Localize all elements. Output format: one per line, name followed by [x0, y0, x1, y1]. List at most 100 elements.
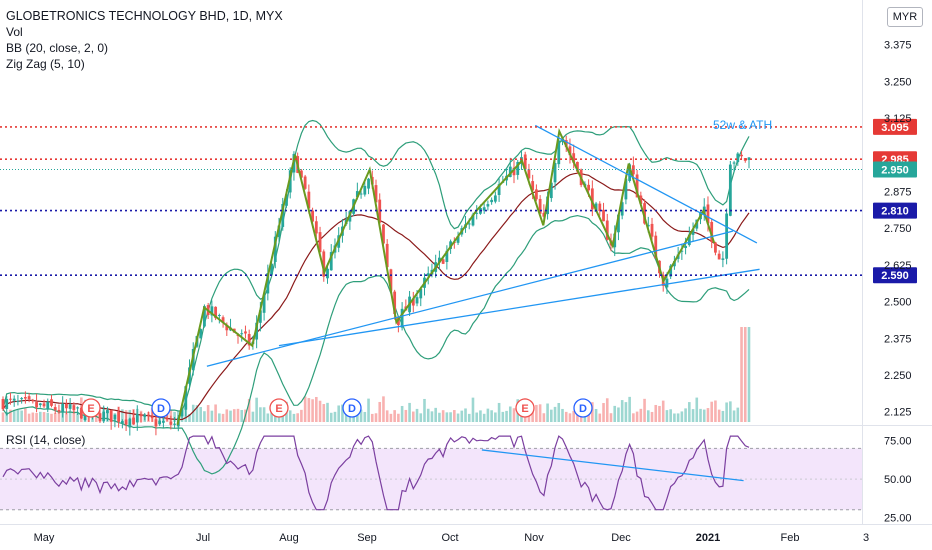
candle-body [643, 203, 646, 224]
legend-volume[interactable]: Vol [6, 25, 23, 39]
volume-bar [527, 413, 531, 422]
volume-bar [76, 413, 79, 422]
candle-body [363, 185, 367, 195]
volume-bar [225, 409, 229, 422]
volume-bar [482, 413, 486, 422]
candle-body [210, 306, 214, 316]
candle-body [31, 400, 35, 402]
volume-bar [303, 396, 307, 422]
candle-body [725, 213, 729, 259]
candle-body [527, 169, 531, 179]
volume-bar [699, 408, 702, 422]
candle-body [590, 188, 594, 210]
candle-body [139, 414, 143, 417]
event-marker-dividend[interactable]: D [342, 398, 362, 418]
price-tick-label: 2.750 [884, 223, 912, 235]
candle-body [411, 298, 415, 306]
candle-body [475, 212, 479, 214]
currency-button[interactable]: MYR [887, 7, 923, 27]
candle-body [624, 178, 628, 200]
volume-bar [262, 407, 266, 422]
candle-body [374, 185, 378, 203]
volume-bar [632, 413, 635, 422]
volume-bar [486, 408, 490, 422]
rsi-tick-label: 25.00 [884, 512, 912, 524]
candle-body [109, 410, 113, 422]
event-marker-earnings[interactable]: E [515, 398, 535, 418]
candle-body [508, 166, 512, 178]
candle-body [512, 167, 516, 176]
volume-bar [423, 398, 426, 422]
volume-bar [617, 407, 620, 422]
candle-body [620, 202, 624, 216]
candle-body [161, 420, 165, 423]
candle-body [184, 386, 188, 410]
candle-body [684, 245, 687, 249]
legend-zigzag[interactable]: Zig Zag (5, 10) [6, 57, 85, 71]
volume-bar [277, 413, 281, 422]
volume-bar [676, 413, 680, 422]
volume-bar [553, 406, 557, 422]
volume-bar [359, 409, 363, 422]
volume-bar [199, 407, 202, 422]
candle-body [445, 250, 449, 263]
event-label: D [579, 403, 587, 415]
candle-body [57, 409, 61, 412]
candle-body [497, 184, 501, 195]
volume-bars [1, 327, 751, 422]
volume-bar [24, 408, 27, 422]
volume-bar [385, 410, 389, 422]
candle-body [490, 199, 494, 203]
volume-bar [419, 413, 423, 422]
volume-bar [456, 413, 460, 422]
candle-body [244, 331, 247, 334]
candle-body [665, 278, 669, 288]
volume-bar [408, 402, 411, 422]
candle-body [728, 164, 732, 216]
event-marker-dividend[interactable]: D [151, 398, 171, 418]
candle-body [322, 251, 326, 277]
time-tick-label: Feb [781, 532, 800, 544]
event-marker-dividend[interactable]: D [573, 398, 593, 418]
candle-body [706, 204, 710, 224]
volume-bar [311, 399, 314, 422]
volume-bar [639, 408, 643, 422]
time-tick-label: Nov [524, 532, 544, 544]
legend-bollinger-bands[interactable]: BB (20, close, 2, 0) [6, 41, 109, 55]
symbol-title[interactable]: GLOBETRONICS TECHNOLOGY BHD, 1D, MYX [6, 9, 283, 23]
candle-body [568, 146, 572, 156]
event-marker-earnings[interactable]: E [81, 398, 101, 418]
volume-bar [732, 410, 736, 422]
volume-bar [169, 409, 173, 422]
price-tick-label: 2.250 [884, 370, 912, 382]
volume-bar [191, 404, 195, 422]
candle-body [355, 191, 359, 198]
volume-bar [591, 402, 594, 422]
event-label: D [348, 403, 356, 415]
volume-bar [512, 408, 516, 422]
volume-bar [218, 413, 221, 422]
volume-bar [646, 410, 650, 422]
candle-body [173, 423, 176, 425]
rsi-tick-label: 75.00 [884, 436, 912, 448]
volume-bar [400, 405, 404, 422]
event-marker-earnings[interactable]: E [269, 398, 289, 418]
candle-body [687, 234, 691, 246]
event-circle [342, 398, 362, 418]
volume-bar [12, 409, 16, 422]
candle-body [557, 140, 561, 165]
candle-body [523, 154, 527, 170]
volume-bar [9, 409, 12, 422]
rsi-tick-label: 50.00 [884, 474, 912, 486]
candle-body [311, 210, 314, 222]
volume-bar [654, 404, 658, 422]
candle-body [605, 220, 609, 240]
candle-body [493, 195, 497, 202]
candle-body [534, 189, 538, 200]
volume-bar [501, 411, 505, 422]
legend-rsi[interactable]: RSI (14, close) [6, 433, 86, 447]
volume-bar [441, 410, 445, 422]
price-tick-label: 2.875 [884, 187, 912, 199]
volume-bar [729, 401, 732, 422]
